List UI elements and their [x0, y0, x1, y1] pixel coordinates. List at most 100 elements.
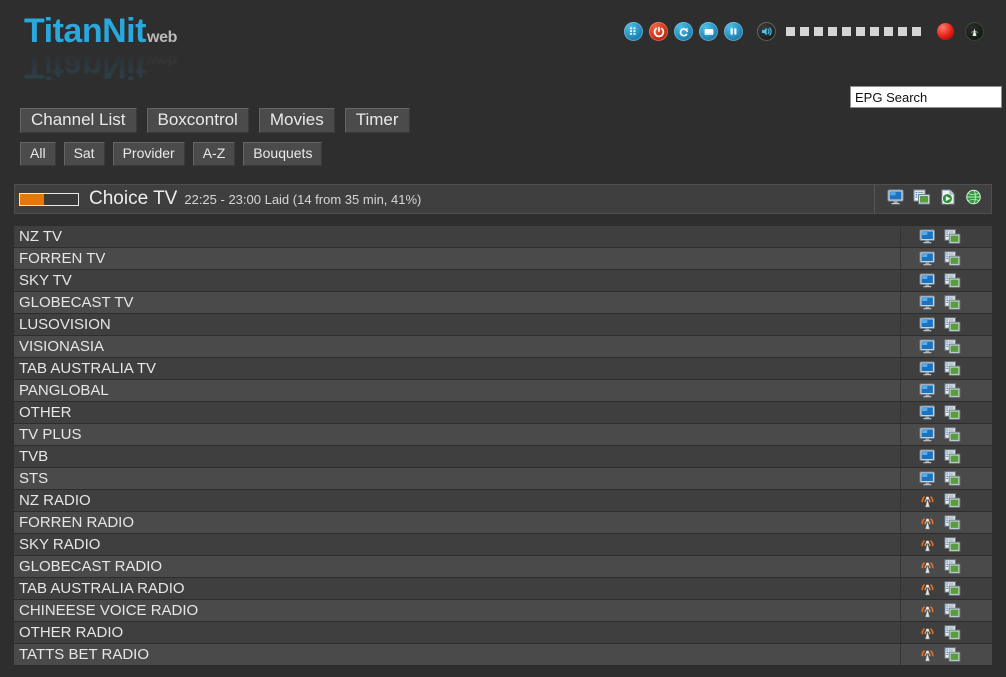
copy-list-icon[interactable] [944, 449, 961, 464]
filter-bouquets[interactable]: Bouquets [243, 142, 323, 166]
channel-row[interactable]: NZ RADIO [14, 489, 992, 512]
volume-step[interactable] [786, 27, 795, 36]
pause-icon[interactable] [724, 22, 743, 41]
epg-search-input[interactable] [850, 86, 1002, 108]
tv-monitor-icon[interactable] [919, 251, 936, 266]
copy-list-icon[interactable] [944, 339, 961, 354]
nav-item-channel-list[interactable]: Channel List [20, 108, 137, 133]
radio-tower-icon[interactable] [919, 581, 936, 596]
volume-step[interactable] [814, 27, 823, 36]
filter-sat[interactable]: Sat [63, 142, 105, 166]
copy-list-icon[interactable] [944, 383, 961, 398]
volume-step[interactable] [800, 27, 809, 36]
channel-row[interactable]: TAB AUSTRALIA TV [14, 357, 992, 380]
tv-monitor-icon[interactable] [919, 295, 936, 310]
channel-row[interactable]: NZ TV [14, 225, 992, 248]
channel-row-actions [900, 423, 992, 446]
copy-list-icon[interactable] [944, 273, 961, 288]
copy-list-icon[interactable] [944, 603, 961, 618]
volume-step[interactable] [884, 27, 893, 36]
copy-list-icon[interactable] [944, 471, 961, 486]
volume-step[interactable] [912, 27, 921, 36]
channel-row[interactable]: SKY TV [14, 269, 992, 292]
copy-list-icon[interactable] [944, 559, 961, 574]
tv-screen-icon[interactable] [887, 189, 905, 210]
copy-list-icon[interactable] [944, 229, 961, 244]
channel-row[interactable]: GLOBECAST RADIO [14, 555, 992, 578]
radio-tower-icon[interactable] [919, 647, 936, 662]
tv-monitor-icon[interactable] [919, 339, 936, 354]
copy-list-icon[interactable] [944, 647, 961, 662]
copy-list-icon[interactable] [944, 493, 961, 508]
globe-icon[interactable] [965, 189, 982, 210]
refresh-icon[interactable] [674, 22, 693, 41]
epg-page-icon[interactable] [939, 189, 957, 210]
filter-all[interactable]: All [20, 142, 56, 166]
filter-provider[interactable]: Provider [112, 142, 185, 166]
channel-row[interactable]: TV PLUS [14, 423, 992, 446]
volume-step[interactable] [898, 27, 907, 36]
speaker-icon[interactable] [757, 22, 776, 41]
tv-monitor-icon[interactable] [919, 273, 936, 288]
copy-list-icon[interactable] [944, 625, 961, 640]
keypad-icon[interactable] [624, 22, 643, 41]
now-playing-actions [874, 185, 991, 213]
channel-row[interactable]: PANGLOBAL [14, 379, 992, 402]
tv-monitor-icon[interactable] [919, 229, 936, 244]
volume-level-indicator[interactable] [786, 27, 921, 36]
power-icon[interactable] [649, 22, 668, 41]
volume-step[interactable] [842, 27, 851, 36]
channel-row[interactable]: LUSOVISION [14, 313, 992, 336]
volume-step[interactable] [828, 27, 837, 36]
toolbar [624, 22, 984, 41]
channel-row[interactable]: GLOBECAST TV [14, 291, 992, 314]
channel-row[interactable]: FORREN RADIO [14, 511, 992, 534]
copy-list-icon[interactable] [944, 537, 961, 552]
channel-row[interactable]: TATTS BET RADIO [14, 643, 992, 666]
radio-tower-icon[interactable] [919, 559, 936, 574]
channel-row[interactable]: TAB AUSTRALIA RADIO [14, 577, 992, 600]
radio-tower-icon[interactable] [919, 537, 936, 552]
antenna-icon[interactable] [965, 22, 984, 41]
channel-list: NZ TV FORREN TV SKY TV [14, 225, 992, 666]
channel-row[interactable]: VISIONASIA [14, 335, 992, 358]
volume-step[interactable] [856, 27, 865, 36]
filter-a-z[interactable]: A-Z [192, 142, 236, 166]
channel-name: OTHER RADIO [19, 624, 124, 641]
tv-monitor-icon[interactable] [919, 427, 936, 442]
channel-row-actions [900, 511, 992, 534]
screen-icon[interactable] [699, 22, 718, 41]
channel-row[interactable]: CHINEESE VOICE RADIO [14, 599, 992, 622]
channel-row[interactable]: SKY RADIO [14, 533, 992, 556]
tv-monitor-icon[interactable] [919, 383, 936, 398]
channel-row[interactable]: STS [14, 467, 992, 490]
nav-item-boxcontrol[interactable]: Boxcontrol [146, 108, 249, 133]
copy-list-icon[interactable] [944, 515, 961, 530]
tv-monitor-icon[interactable] [919, 317, 936, 332]
radio-tower-icon[interactable] [919, 625, 936, 640]
tv-monitor-icon[interactable] [919, 405, 936, 420]
record-dot-icon[interactable] [937, 23, 954, 40]
copy-list-icon[interactable] [944, 295, 961, 310]
tv-monitor-icon[interactable] [919, 449, 936, 464]
volume-step[interactable] [870, 27, 879, 36]
radio-tower-icon[interactable] [919, 515, 936, 530]
copy-list-icon[interactable] [913, 189, 931, 210]
copy-list-icon[interactable] [944, 581, 961, 596]
nav-item-movies[interactable]: Movies [258, 108, 335, 133]
tv-monitor-icon[interactable] [919, 361, 936, 376]
channel-row[interactable]: TVB [14, 445, 992, 468]
radio-tower-icon[interactable] [919, 493, 936, 508]
radio-tower-icon[interactable] [919, 603, 936, 618]
copy-list-icon[interactable] [944, 317, 961, 332]
channel-row[interactable]: OTHER [14, 401, 992, 424]
channel-name: TAB AUSTRALIA RADIO [19, 580, 185, 597]
tv-monitor-icon[interactable] [919, 471, 936, 486]
copy-list-icon[interactable] [944, 361, 961, 376]
copy-list-icon[interactable] [944, 427, 961, 442]
channel-row[interactable]: OTHER RADIO [14, 621, 992, 644]
copy-list-icon[interactable] [944, 405, 961, 420]
nav-item-timer[interactable]: Timer [344, 108, 410, 133]
copy-list-icon[interactable] [944, 251, 961, 266]
channel-row[interactable]: FORREN TV [14, 247, 992, 270]
